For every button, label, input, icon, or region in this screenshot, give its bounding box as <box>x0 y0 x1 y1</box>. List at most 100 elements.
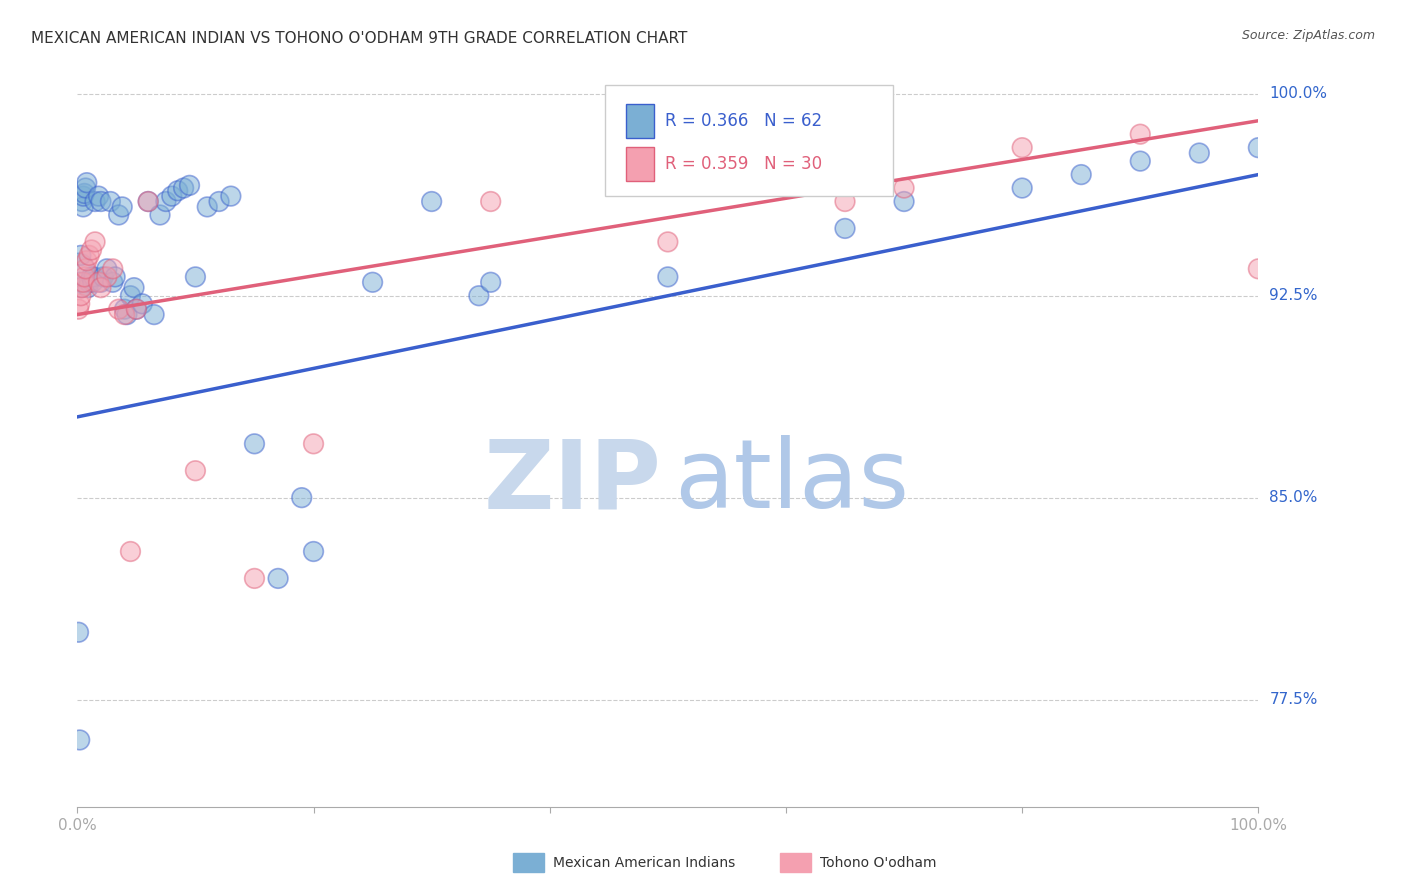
Point <box>69 733 91 747</box>
Point <box>87 275 110 289</box>
Point <box>125 302 148 317</box>
Point <box>72 189 94 203</box>
Point <box>302 544 325 558</box>
Point <box>136 194 159 209</box>
Point <box>479 194 502 209</box>
Point <box>184 464 207 478</box>
Point <box>1070 168 1092 182</box>
Point <box>80 243 103 257</box>
Point <box>87 189 110 203</box>
Point <box>114 308 136 322</box>
Point <box>70 280 93 294</box>
Point <box>1129 127 1152 141</box>
Point <box>1011 181 1033 195</box>
Point <box>184 269 207 284</box>
Point <box>179 178 201 193</box>
Point <box>173 181 195 195</box>
Point <box>91 269 114 284</box>
Text: R = 0.359   N = 30: R = 0.359 N = 30 <box>665 155 823 173</box>
Point <box>657 235 679 249</box>
Point <box>80 269 103 284</box>
Point <box>76 253 98 268</box>
Point <box>302 437 325 451</box>
Point <box>115 308 138 322</box>
Point <box>243 571 266 585</box>
Text: Mexican American Indians: Mexican American Indians <box>553 855 735 870</box>
Text: Tohono O'odham: Tohono O'odham <box>820 855 936 870</box>
Point <box>131 297 153 311</box>
Text: ZIP: ZIP <box>484 435 662 528</box>
Point <box>122 280 145 294</box>
Point <box>160 189 183 203</box>
Point <box>208 194 231 209</box>
Point <box>468 289 491 303</box>
Point <box>83 269 105 284</box>
Text: 100.0%: 100.0% <box>1270 87 1327 102</box>
Point <box>125 302 148 317</box>
Point <box>107 302 129 317</box>
Point <box>82 275 104 289</box>
Text: 77.5%: 77.5% <box>1270 692 1317 707</box>
Point <box>69 275 91 289</box>
Point <box>77 248 100 262</box>
Point <box>479 275 502 289</box>
Point <box>75 181 97 195</box>
Point <box>195 200 218 214</box>
Point <box>75 261 97 276</box>
Point <box>96 261 118 276</box>
Point <box>834 221 856 235</box>
Point <box>149 208 172 222</box>
Point <box>101 275 124 289</box>
Point <box>143 308 166 322</box>
Point <box>73 186 96 201</box>
Point <box>155 194 177 209</box>
Point <box>114 302 136 317</box>
Text: atlas: atlas <box>673 435 908 528</box>
Text: R = 0.366   N = 62: R = 0.366 N = 62 <box>665 112 823 130</box>
Point <box>76 176 98 190</box>
Point <box>90 194 112 209</box>
Point <box>219 189 242 203</box>
Point <box>136 194 159 209</box>
Point <box>243 437 266 451</box>
Point <box>120 544 142 558</box>
Point <box>107 208 129 222</box>
Point <box>1011 141 1033 155</box>
Point <box>1188 146 1211 161</box>
Point <box>72 200 94 214</box>
Point <box>267 571 290 585</box>
Point <box>70 248 93 262</box>
Point <box>84 194 107 209</box>
Text: 85.0%: 85.0% <box>1270 491 1317 505</box>
Point <box>1247 141 1270 155</box>
Point <box>77 275 100 289</box>
Point <box>1129 154 1152 169</box>
Point <box>70 194 93 209</box>
Point <box>111 200 134 214</box>
Text: Source: ZipAtlas.com: Source: ZipAtlas.com <box>1241 29 1375 42</box>
Point <box>73 269 96 284</box>
Point <box>893 194 915 209</box>
Point <box>361 275 384 289</box>
Point <box>72 275 94 289</box>
Point <box>70 289 93 303</box>
Point <box>166 184 188 198</box>
Point <box>70 280 93 294</box>
Point <box>69 297 91 311</box>
Point <box>1247 261 1270 276</box>
Point <box>96 269 118 284</box>
Text: MEXICAN AMERICAN INDIAN VS TOHONO O'ODHAM 9TH GRADE CORRELATION CHART: MEXICAN AMERICAN INDIAN VS TOHONO O'ODHA… <box>31 31 688 46</box>
Point <box>291 491 314 505</box>
Point <box>90 275 112 289</box>
Text: 92.5%: 92.5% <box>1270 288 1317 303</box>
Point <box>834 194 856 209</box>
Point <box>67 625 90 640</box>
Point <box>893 181 915 195</box>
Point <box>120 289 142 303</box>
Point <box>101 261 124 276</box>
Point <box>84 235 107 249</box>
Point <box>657 269 679 284</box>
Point <box>77 280 100 294</box>
Point <box>100 194 122 209</box>
Point <box>420 194 443 209</box>
